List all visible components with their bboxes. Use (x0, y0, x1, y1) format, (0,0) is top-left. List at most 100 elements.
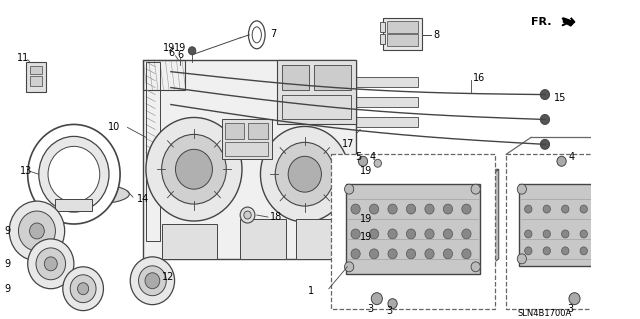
Circle shape (77, 283, 89, 295)
Bar (331, 154, 495, 308)
Circle shape (369, 204, 379, 214)
Bar (225, 142, 268, 156)
Bar (162, 224, 217, 259)
Circle shape (580, 247, 588, 255)
Circle shape (374, 159, 381, 167)
Circle shape (388, 229, 397, 239)
Text: 3: 3 (567, 304, 573, 314)
Circle shape (288, 156, 321, 192)
Circle shape (609, 184, 619, 194)
Bar (380, 22, 385, 32)
Circle shape (29, 223, 44, 239)
Text: 4: 4 (569, 152, 575, 162)
Text: SLN4B1700A: SLN4B1700A (518, 309, 572, 318)
Polygon shape (480, 169, 499, 274)
Text: 19: 19 (360, 232, 372, 242)
Circle shape (244, 211, 252, 219)
Bar (519, 184, 619, 266)
Polygon shape (519, 171, 636, 184)
Bar (221, 120, 273, 159)
Circle shape (462, 204, 471, 214)
Circle shape (344, 262, 354, 272)
Text: 6: 6 (168, 48, 174, 58)
Circle shape (371, 293, 382, 305)
Text: 4: 4 (369, 152, 376, 162)
Text: 12: 12 (162, 272, 174, 282)
Circle shape (130, 257, 175, 305)
Bar (248, 123, 268, 139)
Circle shape (39, 137, 109, 212)
Text: FR.: FR. (531, 17, 552, 27)
Text: 1: 1 (308, 286, 314, 296)
Circle shape (543, 247, 550, 255)
Bar (282, 94, 351, 120)
Text: 7: 7 (269, 29, 276, 39)
Circle shape (557, 156, 566, 166)
Circle shape (517, 184, 527, 194)
Bar (29, 76, 42, 85)
Circle shape (543, 230, 550, 238)
Circle shape (388, 249, 397, 259)
Bar (346, 184, 480, 274)
Circle shape (598, 230, 606, 238)
Ellipse shape (248, 21, 265, 49)
Circle shape (138, 266, 166, 296)
Bar (143, 60, 185, 90)
Circle shape (406, 204, 415, 214)
Bar (56, 199, 92, 211)
Text: 19: 19 (163, 43, 175, 53)
Text: 17: 17 (342, 139, 354, 149)
Circle shape (344, 184, 354, 194)
Circle shape (540, 90, 550, 100)
Text: 10: 10 (108, 122, 120, 132)
Circle shape (351, 249, 360, 259)
Circle shape (543, 205, 550, 213)
Text: 16: 16 (473, 73, 485, 83)
Circle shape (406, 229, 415, 239)
Text: 19: 19 (360, 214, 372, 224)
Circle shape (580, 230, 588, 238)
Circle shape (162, 134, 227, 204)
Circle shape (63, 267, 104, 311)
Circle shape (525, 230, 532, 238)
Circle shape (340, 215, 348, 223)
Circle shape (598, 205, 606, 213)
Text: 15: 15 (554, 93, 566, 103)
Circle shape (540, 139, 550, 149)
Polygon shape (563, 18, 575, 26)
Circle shape (598, 247, 606, 255)
Circle shape (425, 204, 434, 214)
Polygon shape (619, 171, 636, 266)
Circle shape (48, 146, 100, 202)
Circle shape (471, 262, 480, 272)
Text: 6: 6 (177, 50, 184, 60)
Bar (380, 34, 385, 44)
Text: 9: 9 (4, 284, 11, 294)
Circle shape (240, 207, 255, 223)
Circle shape (471, 184, 480, 194)
Circle shape (351, 204, 360, 214)
Circle shape (462, 229, 471, 239)
Ellipse shape (56, 184, 129, 204)
Circle shape (425, 249, 434, 259)
Circle shape (44, 257, 57, 271)
Circle shape (260, 126, 349, 222)
Circle shape (561, 205, 569, 213)
Text: 19: 19 (360, 166, 372, 176)
Bar (296, 219, 351, 259)
Bar (387, 34, 419, 46)
Circle shape (406, 249, 415, 259)
Circle shape (569, 293, 580, 305)
Text: 13: 13 (20, 166, 33, 176)
Circle shape (28, 239, 74, 289)
Circle shape (340, 233, 348, 241)
Ellipse shape (252, 27, 261, 43)
Circle shape (369, 229, 379, 239)
Text: 14: 14 (137, 194, 149, 204)
Circle shape (517, 254, 527, 264)
Bar (26, 62, 46, 92)
Bar (143, 60, 356, 259)
Circle shape (70, 275, 96, 303)
Circle shape (351, 229, 360, 239)
Circle shape (525, 247, 532, 255)
